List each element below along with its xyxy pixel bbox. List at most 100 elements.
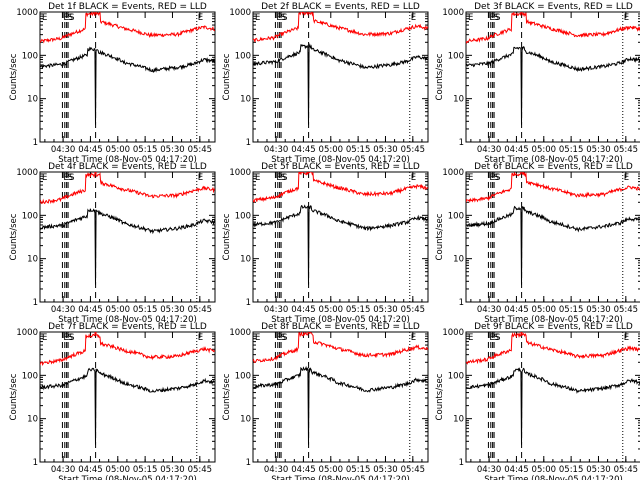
x-tick-label: 05:45 — [401, 305, 426, 315]
detector-panel-6: Det 6f BLACK = Events, RED = LLD 1 10 100 10… — [435, 162, 640, 325]
detector-panel-3: Det 3f BLACK = Events, RED = LLD 1 10 100 10… — [435, 2, 640, 165]
x-tick-label: 05:15 — [346, 305, 371, 315]
x-tick-label: 05:45 — [188, 145, 213, 155]
y-tick-label: 1 — [33, 458, 38, 468]
plot-frame — [465, 11, 640, 143]
x-tick-label: 04:45 — [291, 465, 316, 475]
start-marker-label: E — [42, 173, 47, 183]
x-axis-label: Start Time (08-Nov-05 04:17:20) — [484, 155, 623, 165]
y-tick-label: 10 — [453, 255, 464, 265]
x-tick-label: 05:30 — [373, 305, 398, 315]
y-tick-label: 1000 — [16, 328, 38, 338]
events-series-line — [253, 204, 428, 285]
y-tick-label: 10 — [27, 415, 38, 425]
y-axis-label: Counts/sec — [435, 373, 445, 420]
y-axis-label: Counts/sec — [222, 373, 232, 420]
lld-series-line — [466, 12, 640, 44]
y-tick-label: 1 — [246, 298, 251, 308]
x-tick-label: 05:15 — [559, 305, 584, 315]
y-tick-label: 1000 — [442, 8, 464, 18]
event-marker-label: S — [495, 173, 500, 183]
x-tick-label: 04:30 — [51, 465, 76, 475]
lld-series-line — [40, 332, 215, 366]
x-tick-label: 05:30 — [373, 145, 398, 155]
x-tick-label: 05:00 — [532, 145, 557, 155]
events-series-line — [466, 46, 640, 125]
event-marker-label: S — [69, 13, 74, 23]
event-marker-label: E — [624, 13, 629, 23]
x-tick-label: 05:15 — [133, 305, 158, 315]
event-marker-label: E — [489, 173, 494, 183]
plot-frame — [39, 331, 216, 463]
x-tick-label: 04:45 — [291, 145, 316, 155]
x-axis-label: Start Time (08-Nov-05 04:17:20) — [58, 475, 197, 480]
event-marker-label: S — [494, 173, 499, 183]
event-marker-label: S — [68, 13, 73, 23]
plot-frame — [39, 171, 216, 303]
x-tick-label: 05:30 — [586, 305, 611, 315]
x-axis-label: Start Time (08-Nov-05 04:17:20) — [271, 155, 410, 165]
event-marker-label: S — [282, 333, 287, 343]
x-tick-label: 04:45 — [78, 305, 103, 315]
y-tick-label: 10 — [240, 255, 251, 265]
x-tick-label: 05:00 — [106, 305, 131, 315]
panel-title: Det 8f BLACK = Events, RED = LLD — [261, 322, 420, 332]
plot-frame — [252, 171, 429, 303]
y-tick-label: 10 — [453, 415, 464, 425]
x-tick-label: 04:30 — [477, 465, 502, 475]
lld-series-line — [253, 12, 428, 43]
x-tick-label: 05:15 — [133, 465, 158, 475]
x-tick-label: 05:45 — [401, 145, 426, 155]
panel-title: Det 3f BLACK = Events, RED = LLD — [474, 2, 633, 12]
panel-title: Det 7f BLACK = Events, RED = LLD — [48, 322, 207, 332]
events-series-line — [466, 205, 640, 285]
lld-series-line — [40, 172, 215, 205]
y-tick-label: 100 — [22, 211, 38, 221]
x-tick-label: 05:00 — [532, 305, 557, 315]
panel-title: Det 5f BLACK = Events, RED = LLD — [261, 162, 420, 172]
y-tick-label: 1 — [459, 298, 464, 308]
x-tick-label: 04:45 — [504, 305, 529, 315]
y-tick-label: 100 — [448, 51, 464, 61]
y-tick-label: 1 — [459, 138, 464, 148]
y-tick-label: 10 — [240, 415, 251, 425]
x-tick-label: 05:30 — [160, 305, 185, 315]
detector-panel-7: Det 7f BLACK = Events, RED = LLD 1 10 100 10… — [9, 322, 216, 480]
event-marker-label: S — [495, 333, 500, 343]
panel-title: Det 9f BLACK = Events, RED = LLD — [474, 322, 633, 332]
event-marker-label: E — [489, 333, 494, 343]
x-tick-label: 04:45 — [78, 465, 103, 475]
y-tick-label: 100 — [22, 51, 38, 61]
x-tick-label: 04:30 — [264, 465, 289, 475]
y-tick-label: 10 — [27, 255, 38, 265]
event-marker-label: E — [624, 333, 629, 343]
x-tick-label: 05:00 — [106, 145, 131, 155]
event-marker-label: E — [276, 173, 281, 183]
y-tick-label: 100 — [448, 211, 464, 221]
x-tick-label: 04:30 — [51, 305, 76, 315]
event-marker-label: S — [281, 333, 286, 343]
y-tick-label: 100 — [235, 371, 251, 381]
x-axis-label: Start Time (08-Nov-05 04:17:20) — [271, 475, 410, 480]
event-marker-label: E — [63, 173, 68, 183]
x-tick-label: 04:30 — [477, 145, 502, 155]
x-tick-label: 05:15 — [346, 145, 371, 155]
detector-panel-4: Det 4f BLACK = Events, RED = LLD 1 10 100 10… — [9, 162, 216, 325]
x-tick-label: 05:15 — [133, 145, 158, 155]
panel-title: Det 2f BLACK = Events, RED = LLD — [261, 2, 420, 12]
lld-series-line — [466, 332, 640, 365]
y-axis-label: Counts/sec — [9, 373, 19, 420]
event-marker-label: S — [69, 333, 74, 343]
event-marker-label: E — [489, 13, 494, 23]
event-marker-label: S — [282, 173, 287, 183]
detector-panel-9: Det 9f BLACK = Events, RED = LLD 1 10 100 10… — [435, 322, 640, 480]
event-marker-label: S — [68, 333, 73, 343]
event-marker-label: S — [68, 173, 73, 183]
x-tick-label: 05:15 — [559, 465, 584, 475]
y-tick-label: 10 — [240, 95, 251, 105]
x-tick-label: 05:00 — [319, 305, 344, 315]
x-axis-label: Start Time (08-Nov-05 04:17:20) — [58, 155, 197, 165]
x-axis-label: Start Time (08-Nov-05 04:17:20) — [58, 315, 197, 325]
panel-title: Det 6f BLACK = Events, RED = LLD — [474, 162, 633, 172]
